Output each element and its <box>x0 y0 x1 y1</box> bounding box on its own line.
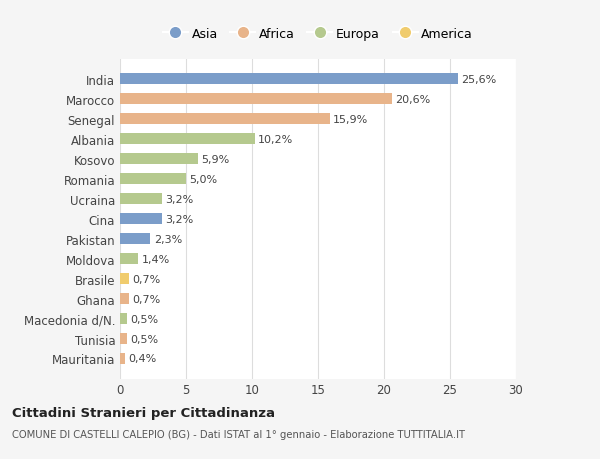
Bar <box>120 114 330 125</box>
Bar <box>120 154 198 165</box>
Bar <box>120 234 151 245</box>
Text: 0,7%: 0,7% <box>133 274 161 284</box>
Text: 10,2%: 10,2% <box>258 134 293 145</box>
Text: 3,2%: 3,2% <box>166 214 194 224</box>
Text: 0,7%: 0,7% <box>133 294 161 304</box>
Bar <box>120 214 162 224</box>
Text: 0,5%: 0,5% <box>130 334 158 344</box>
Legend: Asia, Africa, Europa, America: Asia, Africa, Europa, America <box>163 28 473 40</box>
Text: 3,2%: 3,2% <box>166 194 194 204</box>
Bar <box>120 94 392 105</box>
Bar <box>120 333 127 344</box>
Text: 20,6%: 20,6% <box>395 95 430 105</box>
Text: 5,9%: 5,9% <box>201 154 229 164</box>
Text: 15,9%: 15,9% <box>333 115 368 124</box>
Bar <box>120 134 254 145</box>
Text: 0,5%: 0,5% <box>130 314 158 324</box>
Bar <box>120 274 129 285</box>
Text: 5,0%: 5,0% <box>190 174 217 185</box>
Text: 25,6%: 25,6% <box>461 75 496 84</box>
Text: 2,3%: 2,3% <box>154 234 182 244</box>
Text: 1,4%: 1,4% <box>142 254 170 264</box>
Text: 0,4%: 0,4% <box>128 354 157 364</box>
Bar <box>120 313 127 325</box>
Text: COMUNE DI CASTELLI CALEPIO (BG) - Dati ISTAT al 1° gennaio - Elaborazione TUTTIT: COMUNE DI CASTELLI CALEPIO (BG) - Dati I… <box>12 429 465 439</box>
Bar <box>120 174 186 185</box>
Text: Cittadini Stranieri per Cittadinanza: Cittadini Stranieri per Cittadinanza <box>12 406 275 419</box>
Bar <box>120 253 139 264</box>
Bar <box>120 74 458 85</box>
Bar <box>120 293 129 304</box>
Bar <box>120 353 125 364</box>
Bar <box>120 194 162 205</box>
